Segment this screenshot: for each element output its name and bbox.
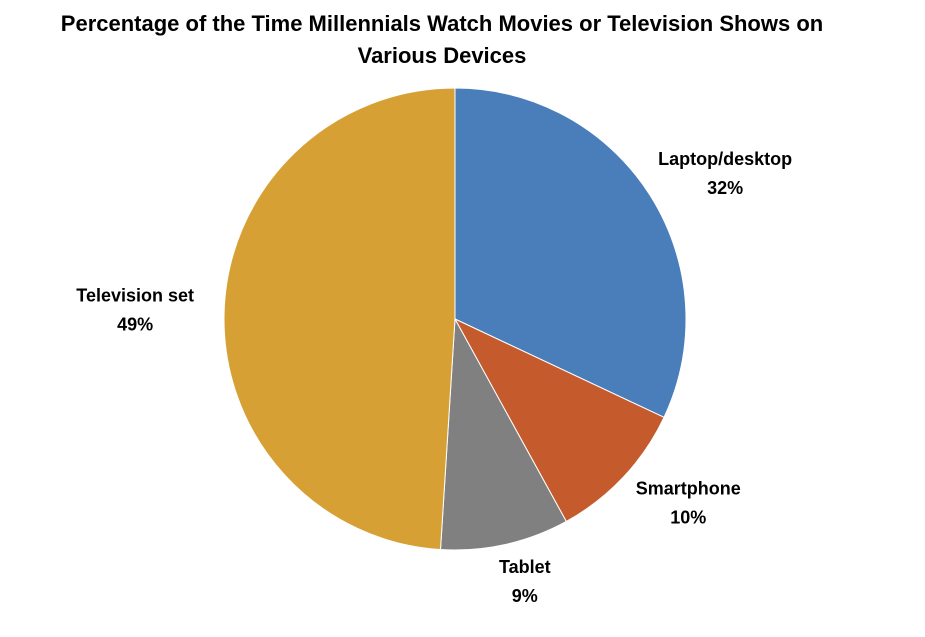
pie-slice	[453, 317, 665, 523]
slice-label: Television set	[76, 285, 194, 305]
slice-value-label: 9%	[512, 586, 538, 606]
pie-slice	[454, 87, 687, 419]
slice-label: Smartphone	[636, 479, 741, 499]
slice-label: Tablet	[499, 557, 551, 577]
slice-value-label: 10%	[670, 508, 706, 528]
chart-title: Percentage of the Time Millennials Watch…	[60, 11, 824, 68]
slice-value-label: 49%	[117, 314, 153, 334]
slice-label: Laptop/desktop	[658, 149, 792, 169]
slice-value-label: 32%	[707, 178, 743, 198]
pie-slice	[223, 87, 456, 551]
pie-slice	[439, 317, 567, 551]
